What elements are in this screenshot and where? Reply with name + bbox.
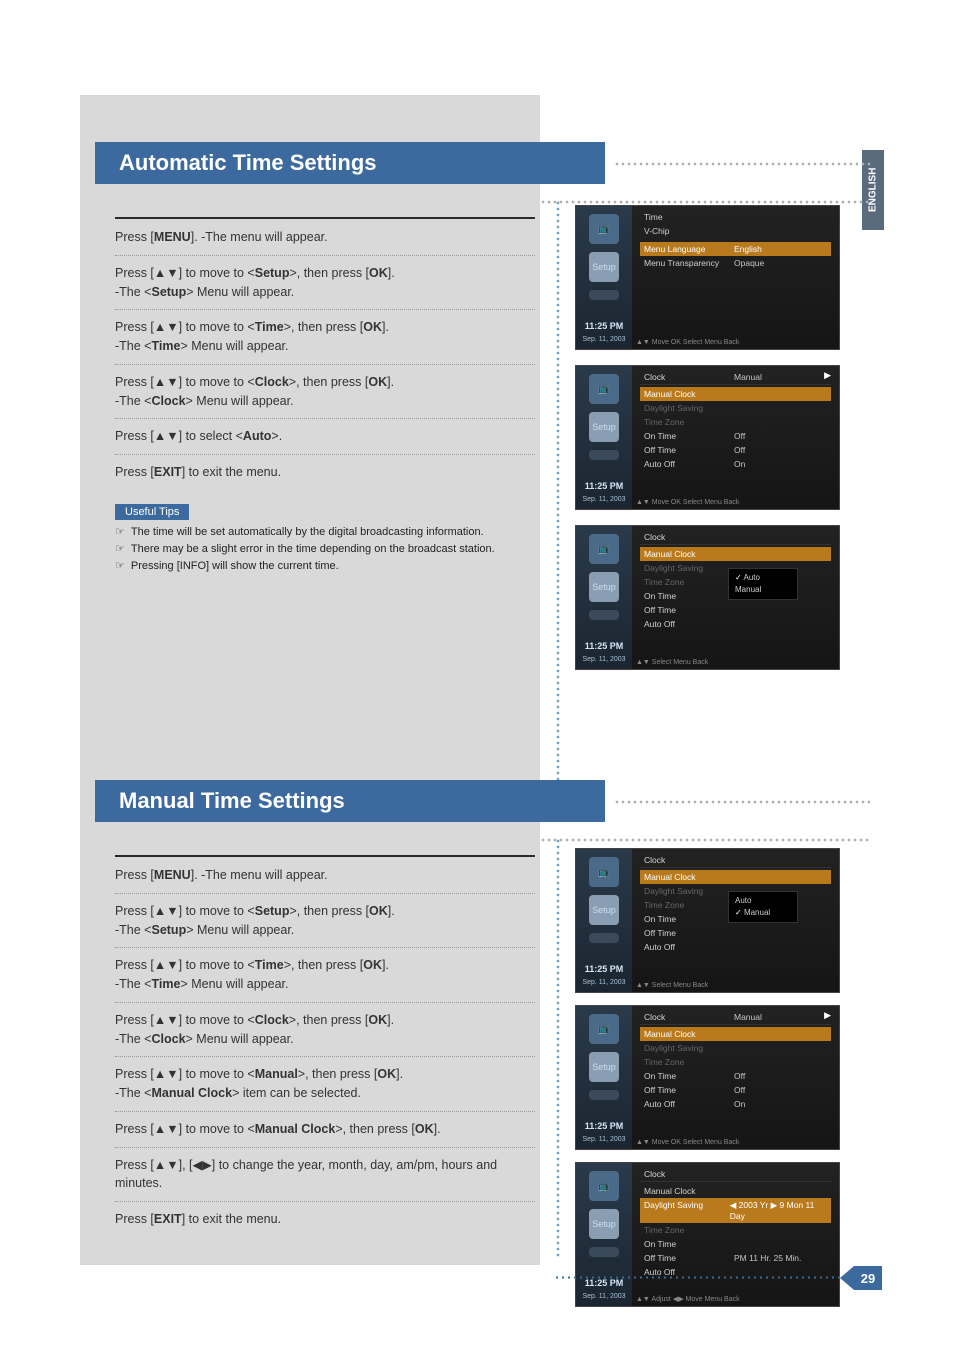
menu-icon	[589, 933, 619, 943]
osd-date: Sep. 11, 2003	[576, 1136, 632, 1143]
menu-icon	[589, 1090, 619, 1100]
dots	[540, 838, 870, 842]
dots	[556, 838, 560, 1258]
instruction-step: Press [▲▼] to select <Auto>.	[115, 419, 535, 455]
osd-date: Sep. 11, 2003	[576, 656, 632, 663]
instruction-step: Press [▲▼] to move to <Time>, then press…	[115, 948, 535, 1003]
section2-title: Manual Time Settings	[119, 788, 345, 814]
dots	[540, 200, 870, 204]
setup-icon: Setup	[589, 412, 619, 442]
instruction-step: Press [▲▼] to move to <Manual>, then pre…	[115, 1057, 535, 1112]
divider	[115, 217, 535, 219]
osd-a1: 📺Setup11:25 PMSep. 11, 2003TimeV-ChipMen…	[575, 205, 840, 350]
osd-b3: 📺Setup11:25 PMSep. 11, 2003ClockManual C…	[575, 1162, 840, 1307]
osd-date: Sep. 11, 2003	[576, 496, 632, 503]
instruction-step: Press [▲▼] to move to <Clock>, then pres…	[115, 1003, 535, 1058]
tv-icon: 📺	[589, 374, 619, 404]
dots	[614, 800, 870, 804]
tv-icon: 📺	[589, 1171, 619, 1201]
instruction-step: Press [▲▼] to move to <Setup>, then pres…	[115, 894, 535, 949]
tv-icon: 📺	[589, 534, 619, 564]
osd-time: 11:25 PM	[576, 321, 632, 331]
section2-steps: Press [MENU]. -The menu will appear.Pres…	[115, 858, 535, 1237]
setup-icon: Setup	[589, 252, 619, 282]
section2-title-bar: Manual Time Settings	[95, 780, 605, 822]
setup-icon: Setup	[589, 1209, 619, 1239]
osd-popup: AutoManual	[728, 568, 798, 600]
osd-time: 11:25 PM	[576, 641, 632, 651]
osd-popup: AutoManual	[728, 891, 798, 923]
menu-icon	[589, 610, 619, 620]
instruction-step: Press [MENU]. -The menu will appear.	[115, 858, 535, 894]
osd-time: 11:25 PM	[576, 964, 632, 974]
osd-date: Sep. 11, 2003	[576, 1293, 632, 1300]
osd-date: Sep. 11, 2003	[576, 336, 632, 343]
osd-a2: 📺Setup11:25 PMSep. 11, 2003ClockManual▶M…	[575, 365, 840, 510]
instruction-step: Press [MENU]. -The menu will appear.	[115, 220, 535, 256]
footer-dots	[554, 1276, 854, 1279]
section1-title-bar: Automatic Time Settings	[95, 142, 605, 184]
dots	[614, 162, 870, 166]
osd-a3: 📺Setup11:25 PMSep. 11, 2003ClockManual C…	[575, 525, 840, 670]
setup-icon: Setup	[589, 895, 619, 925]
osd-b1: 📺Setup11:25 PMSep. 11, 2003ClockManual C…	[575, 848, 840, 993]
section1-steps: Press [MENU]. -The menu will appear.Pres…	[115, 220, 535, 575]
menu-icon	[589, 450, 619, 460]
setup-icon: Setup	[589, 572, 619, 602]
osd-time: 11:25 PM	[576, 481, 632, 491]
menu-icon	[589, 1247, 619, 1257]
page-number: 29	[854, 1266, 882, 1290]
instruction-step: Press [EXIT] to exit the menu.	[115, 1202, 535, 1237]
useful-tips-label: Useful Tips	[115, 504, 189, 520]
instruction-step: Press [EXIT] to exit the menu.	[115, 455, 535, 490]
osd-time: 11:25 PM	[576, 1278, 632, 1288]
tv-icon: 📺	[589, 857, 619, 887]
osd-date: Sep. 11, 2003	[576, 979, 632, 986]
instruction-step: Press [▲▼] to move to <Manual Clock>, th…	[115, 1112, 535, 1148]
tv-icon: 📺	[589, 1014, 619, 1044]
osd-time: 11:25 PM	[576, 1121, 632, 1131]
useful-tips-list: ☞The time will be set automatically by t…	[115, 524, 535, 575]
dots	[556, 200, 560, 810]
divider	[115, 855, 535, 857]
tv-icon: 📺	[589, 214, 619, 244]
instruction-step: Press [▲▼], [◀▶] to change the year, mon…	[115, 1148, 535, 1203]
instruction-step: Press [▲▼] to move to <Time>, then press…	[115, 310, 535, 365]
osd-b2: 📺Setup11:25 PMSep. 11, 2003ClockManual▶M…	[575, 1005, 840, 1150]
menu-icon	[589, 290, 619, 300]
section1-title: Automatic Time Settings	[119, 150, 377, 176]
instruction-step: Press [▲▼] to move to <Clock>, then pres…	[115, 365, 535, 420]
setup-icon: Setup	[589, 1052, 619, 1082]
instruction-step: Press [▲▼] to move to <Setup>, then pres…	[115, 256, 535, 311]
